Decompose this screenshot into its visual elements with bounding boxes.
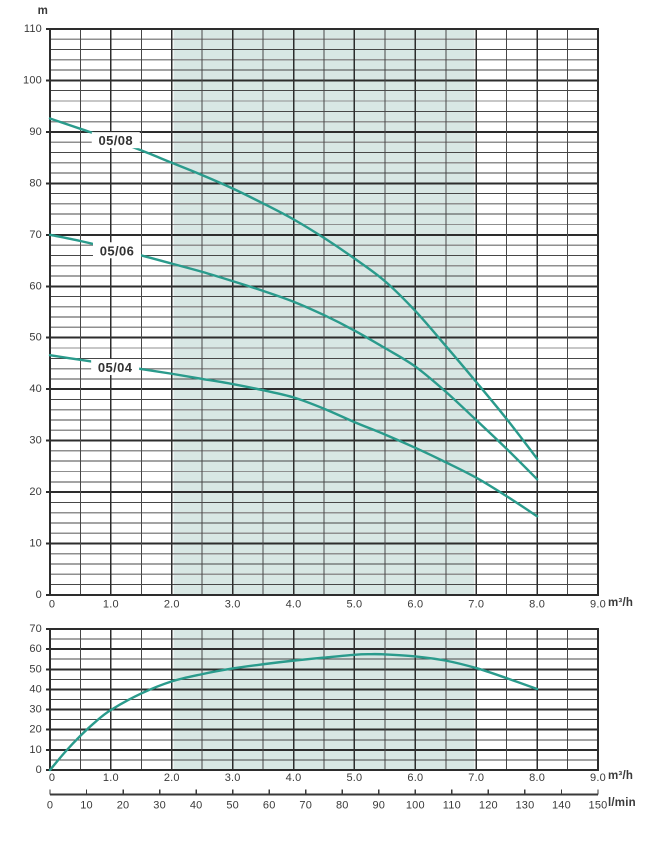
curve-label-box [91,359,140,376]
y-tick-label: 70 [29,229,42,241]
lmin-tick-label: 40 [190,800,203,812]
y-tick-label: 10 [29,538,42,550]
flow-axis-unit-label-top-chart: m³/h [608,597,634,609]
lmin-tick-label: 60 [263,800,276,812]
y-tick-label: 70 [29,623,42,635]
x-tick-label: 5.0 [346,772,362,784]
lmin-tick-label: 20 [117,800,130,812]
lmin-tick-label: 80 [336,800,349,812]
y-tick-label: 60 [29,280,42,292]
lmin-tick-label: 70 [299,800,312,812]
y-tick-label: 50 [29,332,42,344]
x-tick-label: 9.0 [590,772,606,784]
y-tick-label: 50 [29,663,42,675]
grid-lines [46,628,598,771]
y-tick-label: 110 [24,23,42,35]
lmin-tick-label: 150 [589,800,608,812]
lmin-axis: 0 10 20 30 40 50 60 70 80 90 100 110 120 130 140 150 [47,789,608,812]
curve-label-05-04: 05/04 [98,360,133,375]
curve-label-box [92,242,141,259]
flow-axis-unit-label-bottom-chart: m³/h [608,770,634,782]
y-tick-label: 90 [29,126,42,138]
y-tick-label: 30 [29,704,42,716]
lmin-tick-label: 90 [372,800,385,812]
x-tick-label: 8.0 [529,772,545,784]
x-tick-label: 2.0 [164,599,180,611]
x-tick-label: 1.0 [103,772,119,784]
head-flow-chart: 05/08 05/06 05/04 0 10 20 30 40 50 60 70 80 90 100 110… [23,23,606,611]
x-tick-label: 3.0 [225,772,241,784]
y-tick-label: 0 [36,764,42,776]
lmin-tick-label: 120 [479,800,498,812]
y-tick-label: 20 [29,724,42,736]
y-tick-label: 40 [29,683,42,695]
x-tick-label: 0 [49,772,55,784]
lmin-tick-label: 50 [226,800,239,812]
x-tick-label: 7.0 [468,599,484,611]
x-tick-label: 2.0 [164,772,180,784]
y-tick-label: 10 [29,744,42,756]
lmin-tick-label: 100 [406,800,425,812]
y-tick-label: 60 [29,643,42,655]
lmin-tick-label: 110 [443,800,461,812]
x-tick-label: 0 [49,599,55,611]
curve-label-box [91,132,140,149]
y-tick-label: 100 [23,74,42,86]
curve-label-05-06: 05/06 [100,243,135,258]
x-tick-label: 6.0 [407,772,423,784]
lmin-tick-label: 30 [153,800,166,812]
y-tick-label: 80 [29,177,42,189]
head-axis-unit-label: m [37,5,48,17]
x-tick-label: 9.0 [590,599,606,611]
y-tick-label: 0 [36,589,42,601]
secondary-flow-chart: 0 10 20 30 40 50 60 70 0 1.0 2.0 3.0 4.0 5.0 6.0 7.0 8.0… [29,623,607,812]
x-tick-label: 8.0 [529,599,545,611]
lmin-tick-label: 0 [47,800,53,812]
curve-label-05-08: 05/08 [98,133,133,148]
lmin-tick-label: 10 [80,800,93,812]
y-tick-label: 30 [29,435,42,447]
x-tick-label: 1.0 [103,599,119,611]
curve-secondary [48,652,539,772]
x-tick-label: 5.0 [346,599,362,611]
plot-border [49,28,599,596]
lmin-tick-label: 140 [552,800,571,812]
y-tick-label: 20 [29,486,42,498]
x-tick-label: 7.0 [468,772,484,784]
y-tick-label: 40 [29,383,42,395]
x-tick-label: 6.0 [407,599,423,611]
x-tick-label: 3.0 [225,599,241,611]
lmin-axis-unit-label: l/min [608,797,636,809]
x-tick-label: 4.0 [286,772,302,784]
plot-border [49,628,599,771]
grid-lines [46,28,598,596]
lmin-tick-label: 130 [515,800,534,812]
x-tick-label: 4.0 [286,599,302,611]
